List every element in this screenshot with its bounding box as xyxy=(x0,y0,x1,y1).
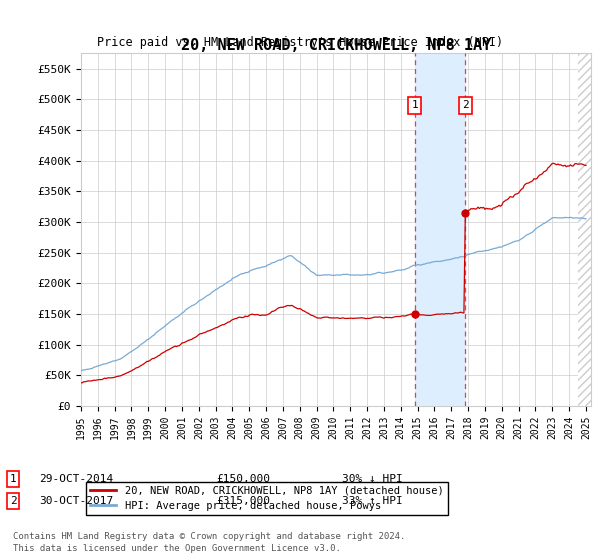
Text: £150,000: £150,000 xyxy=(216,474,270,484)
Text: 2: 2 xyxy=(10,496,17,506)
Legend: 20, NEW ROAD, CRICKHOWELL, NP8 1AY (detached house), HPI: Average price, detache: 20, NEW ROAD, CRICKHOWELL, NP8 1AY (deta… xyxy=(86,482,448,515)
Text: 1: 1 xyxy=(412,100,418,110)
Text: 1: 1 xyxy=(10,474,17,484)
Bar xyxy=(415,53,465,406)
Text: Contains HM Land Registry data © Crown copyright and database right 2024.
This d: Contains HM Land Registry data © Crown c… xyxy=(13,533,406,553)
Text: £315,000: £315,000 xyxy=(216,496,270,506)
Text: 33% ↑ HPI: 33% ↑ HPI xyxy=(342,496,403,506)
Text: 30-OCT-2017: 30-OCT-2017 xyxy=(39,496,113,506)
Title: 20, NEW ROAD, CRICKHOWELL, NP8 1AY: 20, NEW ROAD, CRICKHOWELL, NP8 1AY xyxy=(181,38,491,53)
Text: 30% ↓ HPI: 30% ↓ HPI xyxy=(342,474,403,484)
Text: 2: 2 xyxy=(462,100,469,110)
Text: Price paid vs. HM Land Registry's House Price Index (HPI): Price paid vs. HM Land Registry's House … xyxy=(97,36,503,49)
Text: 29-OCT-2014: 29-OCT-2014 xyxy=(39,474,113,484)
